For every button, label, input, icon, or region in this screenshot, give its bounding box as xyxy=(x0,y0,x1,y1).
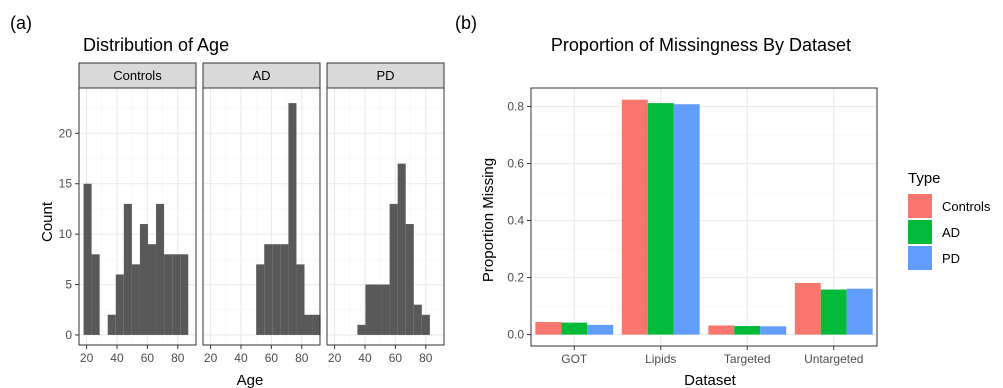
y-tick-label: 0.2 xyxy=(507,271,524,285)
legend: Controls AD PD xyxy=(908,194,991,270)
x-tick-label: 80 xyxy=(171,351,185,365)
histogram-bar xyxy=(304,314,313,335)
histogram-bar xyxy=(83,183,92,335)
histogram-bar xyxy=(288,103,297,335)
facet-strip-label: AD xyxy=(252,68,270,83)
facet-strip xyxy=(202,62,321,89)
legend-label: AD xyxy=(942,225,960,240)
histogram-bar xyxy=(365,284,374,335)
legend-key-pd xyxy=(908,246,932,270)
bar-title: Proportion of Missingness By Dataset xyxy=(551,35,851,55)
histogram-facets: Controls 20 40 60 80 0 5 10 15 20 AD 20 40 60 80 PD 20 40… xyxy=(59,62,445,365)
y-tick-label: 20 xyxy=(59,126,73,140)
x-tick-label: 60 xyxy=(389,351,403,365)
histogram-bar xyxy=(147,244,157,335)
legend-key-ad xyxy=(908,220,932,244)
histogram-bar xyxy=(91,254,100,335)
x-tick-label: 80 xyxy=(419,351,433,365)
y-tick-label: 15 xyxy=(59,177,73,191)
facet-strip-label: Controls xyxy=(113,68,162,83)
histogram-bar xyxy=(296,264,305,335)
facet-strip-label: PD xyxy=(376,68,394,83)
plot-border xyxy=(530,87,878,347)
x-tick-label: 40 xyxy=(110,351,124,365)
bar-controls xyxy=(535,322,562,335)
hist-x-axis-label: Age xyxy=(237,372,264,388)
histogram-bar xyxy=(156,203,165,335)
grouped-bar-chart: 0.0 0.2 0.4 0.6 0.8 GOT Lipids Targeted Untarget… xyxy=(507,87,878,366)
bar-ad xyxy=(820,289,847,335)
bar-ad xyxy=(647,103,674,335)
x-tick-label: 20 xyxy=(204,351,218,365)
bar-ad xyxy=(561,322,588,335)
histogram-bar xyxy=(397,163,406,335)
bar-pd xyxy=(587,324,614,335)
bar-pd xyxy=(846,288,873,335)
x-tick-label: Untargeted xyxy=(804,352,863,366)
y-tick-label: 0.4 xyxy=(507,214,524,228)
x-tick-label: GOT xyxy=(561,352,588,366)
histogram-bar xyxy=(421,314,430,335)
histogram-bar xyxy=(312,314,321,335)
hist-y-axis-label: Count xyxy=(39,201,56,242)
bar-ad xyxy=(734,326,761,335)
histogram-bar xyxy=(172,254,181,335)
histogram-bar xyxy=(389,203,398,335)
histogram-bar xyxy=(180,254,189,335)
histogram-bar xyxy=(373,284,382,335)
legend-label: PD xyxy=(942,251,960,266)
x-tick-label: 40 xyxy=(234,351,248,365)
bar-x-axis-label: Dataset xyxy=(684,372,737,388)
hist-title: Distribution of Age xyxy=(83,35,229,55)
facet-strip xyxy=(326,62,445,89)
histogram-bar xyxy=(405,224,414,335)
bar-controls xyxy=(794,282,821,335)
histogram-bar xyxy=(139,224,148,335)
histogram-bar xyxy=(280,244,289,335)
facet-ad: AD 20 40 60 80 xyxy=(202,62,321,365)
histogram-bar xyxy=(413,304,422,335)
y-tick-label: 10 xyxy=(59,227,73,241)
histogram-bar xyxy=(115,274,124,335)
histogram-bar xyxy=(107,314,116,335)
y-tick-label: 0.0 xyxy=(507,328,524,342)
y-tick-label: 0 xyxy=(65,328,72,342)
histogram-bar xyxy=(131,264,140,335)
histogram-bar xyxy=(381,284,390,335)
histogram-bar xyxy=(272,244,281,335)
x-tick-label: 20 xyxy=(80,351,94,365)
x-tick-label: 40 xyxy=(358,351,372,365)
bar-pd xyxy=(760,326,787,335)
panel-label-b: (b) xyxy=(455,13,477,33)
x-tick-label: 80 xyxy=(295,351,309,365)
y-tick-label: 0.8 xyxy=(507,100,524,114)
legend-title: Type xyxy=(908,170,941,187)
y-tick-label: 5 xyxy=(65,278,72,292)
bar-y-axis-label: Proportion Missing xyxy=(480,158,497,282)
y-tick-label: 0.6 xyxy=(507,157,524,171)
histogram-bar xyxy=(357,324,366,335)
x-tick-label: Targeted xyxy=(724,352,771,366)
panel-label-a: (a) xyxy=(10,13,32,33)
histogram-bar xyxy=(164,254,173,335)
bar-controls xyxy=(621,99,648,335)
x-tick-label: 60 xyxy=(141,351,155,365)
x-tick-label: 60 xyxy=(265,351,279,365)
histogram-bar xyxy=(264,244,273,335)
histogram-bar xyxy=(123,203,132,335)
bar-controls xyxy=(708,325,735,335)
legend-label: Controls xyxy=(942,199,991,214)
bar-pd xyxy=(673,104,700,335)
histogram-bar xyxy=(256,264,265,335)
x-tick-label: 20 xyxy=(328,351,342,365)
x-tick-label: Lipids xyxy=(645,352,676,366)
facet-strip xyxy=(78,62,197,89)
facet-controls: Controls 20 40 60 80 0 5 10 15 20 xyxy=(59,62,197,365)
legend-key-controls xyxy=(908,194,932,218)
facet-pd: PD 20 40 60 80 xyxy=(326,62,445,365)
